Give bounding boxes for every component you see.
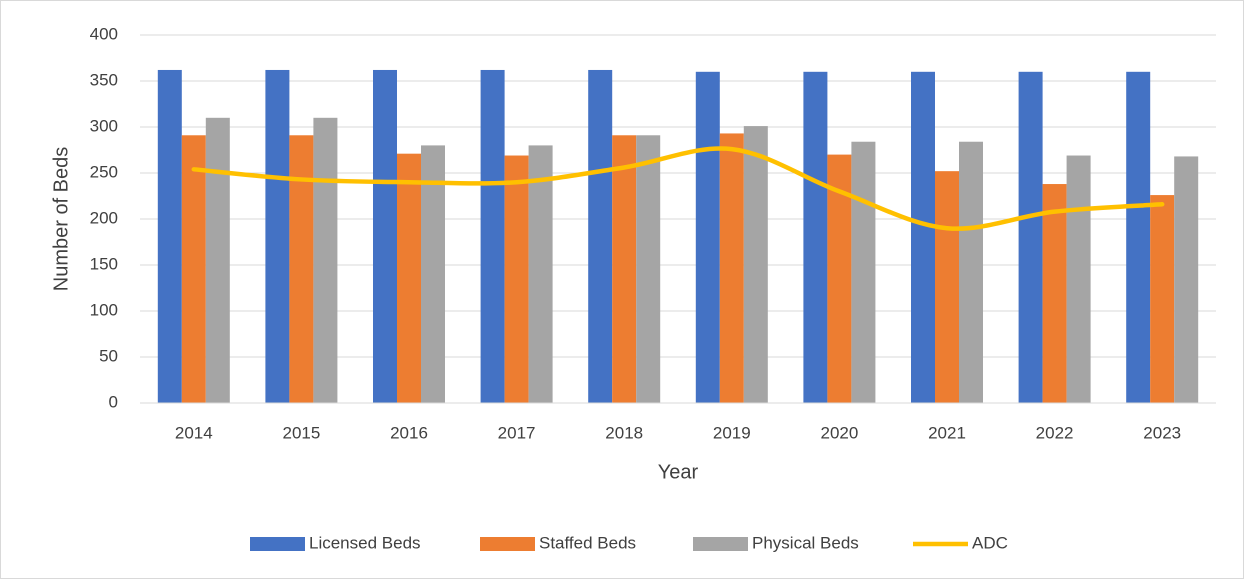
bar [181,135,206,403]
legend-label: Physical Beds [752,533,859,552]
y-tick-label: 0 [109,392,118,411]
y-tick-label: 250 [90,162,118,181]
bar [588,69,613,404]
y-tick-label: 150 [90,254,118,273]
y-tick-label: 400 [90,24,118,43]
bar [1126,71,1151,404]
bar [265,69,290,404]
legend-swatch [693,537,748,551]
x-tick-label: 2015 [282,423,320,442]
bar [612,135,637,403]
bar [504,155,529,403]
x-tick-label: 2022 [1036,423,1074,442]
bar [743,126,768,403]
bar [1066,155,1091,403]
bar [373,69,397,404]
y-tick-label: 200 [90,208,118,227]
bar [636,135,661,403]
legend-label: Staffed Beds [539,533,636,552]
y-tick-label: 300 [90,116,118,135]
legend-label: Licensed Beds [309,533,421,552]
bar [1018,71,1043,404]
y-tick-label: 100 [90,300,118,319]
bar [205,117,230,404]
bar [313,117,338,404]
x-tick-label: 2016 [390,423,428,442]
line [191,146,1165,231]
bar [528,145,553,403]
legend-label: ADC [972,533,1008,552]
y-tick-label: 350 [90,70,118,89]
bar [911,71,935,404]
bar [719,133,744,403]
y-axis-title: Number of Beds [50,147,72,292]
bar [803,71,828,404]
x-tick-label: 2014 [175,423,213,442]
y-tick-label: 50 [99,346,118,365]
bar [1174,156,1199,403]
x-tick-label: 2020 [820,423,858,442]
x-tick-label: 2019 [713,423,751,442]
bar [397,153,421,403]
legend-swatch [250,537,305,551]
bar [851,141,876,403]
bar [289,135,314,403]
bar [1150,195,1175,403]
x-tick-label: 2023 [1143,423,1181,442]
x-tick-label: 2018 [605,423,643,442]
x-tick-label: 2017 [498,423,536,442]
bar [935,171,959,403]
bar [695,71,720,404]
bar [1042,184,1067,403]
x-axis-title: Year [658,461,699,483]
bar [480,69,505,404]
bar [157,69,182,404]
bar [421,145,445,403]
bar [959,141,983,403]
legend-swatch [480,537,535,551]
x-tick-label: 2021 [928,423,966,442]
